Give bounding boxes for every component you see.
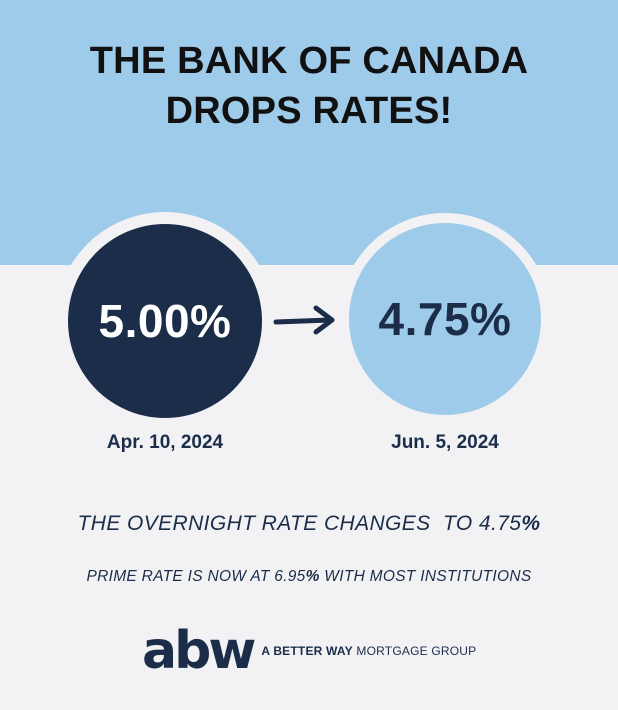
- company-logo: abw A BETTER WAY MORTGAGE GROUP: [142, 623, 476, 679]
- overnight-rate-statement: THE OVERNIGHT RATE CHANGES TO 4.75%: [0, 512, 618, 536]
- logo-tagline: A BETTER WAY MORTGAGE GROUP: [261, 644, 476, 658]
- overnight-rate-text: THE OVERNIGHT RATE CHANGES TO 4.75: [77, 512, 522, 535]
- current-rate-circle: 4.75%: [349, 223, 541, 415]
- prime-rate-percent: %: [305, 568, 320, 585]
- overnight-rate-percent: %: [521, 512, 541, 535]
- title-line-2: DROPS RATES!: [165, 90, 453, 132]
- prime-rate-suffix: WITH MOST INSTITUTIONS: [319, 568, 532, 585]
- prime-rate-statement: PRIME RATE IS NOW AT 6.95% WITH MOST INS…: [0, 568, 618, 586]
- previous-rate-value: 5.00%: [98, 295, 232, 347]
- current-rate-value: 4.75%: [378, 293, 512, 345]
- previous-rate-date: Apr. 10, 2024: [106, 432, 224, 453]
- logo-tagline-bold: A BETTER WAY: [261, 644, 353, 658]
- arrow-right-icon: [273, 305, 335, 335]
- page-title: THE BANK OF CANADA DROPS RATES!: [0, 36, 618, 136]
- header-band: [0, 0, 618, 265]
- logo-mark: abw: [142, 621, 256, 681]
- title-line-1: THE BANK OF CANADA: [89, 40, 529, 82]
- current-rate-date: Jun. 5, 2024: [391, 432, 499, 453]
- logo-tagline-rest: MORTGAGE GROUP: [352, 644, 477, 658]
- previous-rate-circle: 5.00%: [68, 224, 262, 418]
- prime-rate-prefix: PRIME RATE IS NOW AT 6.95: [86, 568, 306, 585]
